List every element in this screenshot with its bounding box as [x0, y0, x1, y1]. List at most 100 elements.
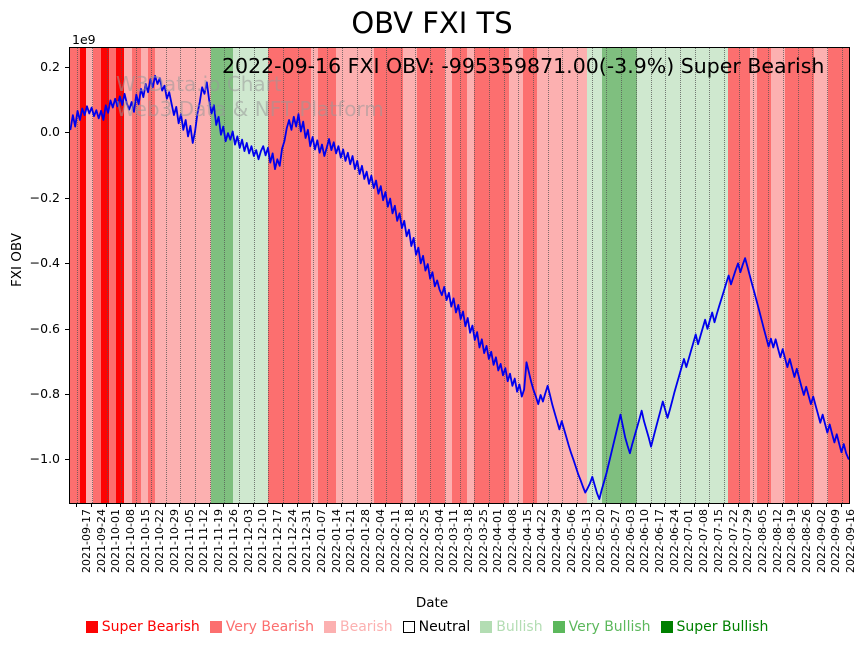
legend-label: Bearish — [339, 619, 393, 635]
x-tick-label: 2021-12-03 — [241, 509, 255, 573]
legend-item[interactable]: Very Bearish — [209, 619, 314, 635]
legend-swatch-icon — [402, 621, 415, 633]
x-tick-mark — [414, 503, 416, 507]
x-tick-mark — [238, 503, 240, 507]
legend-item[interactable]: Neutral — [402, 619, 470, 635]
x-tick-mark — [796, 503, 798, 507]
x-tick-mark — [252, 503, 254, 507]
x-tick-label: 2021-10-15 — [138, 509, 152, 573]
x-tick-mark — [399, 503, 401, 507]
x-tick-mark — [120, 503, 122, 507]
y-tick-label: −0.8 — [29, 385, 60, 401]
x-tick-label: 2022-04-29 — [550, 509, 564, 573]
x-tick-mark — [737, 503, 739, 507]
y-axis-offset-text: 1e9 — [72, 32, 96, 47]
x-tick-label: 2022-02-11 — [388, 509, 402, 573]
legend: Super Bearish Very Bearish Bearish Neutral B… — [0, 619, 864, 635]
x-tick-mark — [546, 503, 548, 507]
x-tick-label: 2021-11-12 — [197, 509, 211, 573]
sentiment-band — [101, 48, 109, 503]
x-tick-label: 2021-11-26 — [226, 509, 240, 573]
sentiment-band — [218, 48, 233, 503]
sentiment-band — [310, 48, 318, 503]
x-tick-mark — [179, 503, 181, 507]
x-tick-label: 2022-03-18 — [462, 509, 475, 573]
x-axis-label: Date — [415, 595, 449, 611]
x-tick-label: 2021-12-24 — [285, 509, 299, 573]
sentiment-band — [572, 48, 588, 503]
legend-item[interactable]: Bullish — [480, 619, 543, 635]
legend-item[interactable]: Bearish — [323, 619, 393, 635]
x-tick-mark — [473, 503, 475, 507]
sentiment-band — [232, 48, 268, 503]
x-tick-label: 2021-10-29 — [168, 509, 182, 573]
x-tick-label: 2021-11-19 — [212, 509, 226, 573]
x-tick-label: 2021-10-08 — [123, 509, 137, 573]
page-title: OBV FXI TS — [351, 6, 513, 40]
legend-item[interactable]: Very Bullish — [552, 619, 651, 635]
y-tick-label: −1.0 — [29, 451, 60, 467]
x-tick-label: 2022-07-29 — [741, 509, 755, 573]
x-tick-mark — [443, 503, 445, 507]
x-tick-label: 2022-02-25 — [417, 509, 431, 573]
x-tick-mark — [811, 503, 813, 507]
x-tick-label: 2022-09-16 — [844, 509, 858, 573]
x-tick-label: 2022-07-08 — [697, 509, 711, 573]
x-tick-mark — [193, 503, 195, 507]
x-tick-mark — [105, 503, 107, 507]
x-tick-label: 2022-05-27 — [608, 509, 622, 573]
x-tick-label: 2022-03-04 — [432, 509, 446, 573]
x-tick-mark — [752, 503, 754, 507]
legend-swatch-icon — [323, 621, 336, 633]
legend-label: Very Bullish — [568, 619, 651, 635]
x-tick-label: 2022-09-02 — [814, 509, 828, 573]
x-tick-label: 2021-10-01 — [109, 509, 123, 573]
legend-label: Very Bearish — [225, 619, 314, 635]
sentiment-band — [665, 48, 729, 503]
legend-item[interactable]: Super Bullish — [660, 619, 768, 635]
x-tick-mark — [76, 503, 78, 507]
sentiment-band — [785, 48, 814, 503]
sentiment-band — [349, 48, 374, 503]
obv-line-series — [70, 74, 849, 500]
x-tick-mark — [781, 503, 783, 507]
x-tick-mark — [164, 503, 166, 507]
sentiment-band — [473, 48, 510, 503]
x-tick-label: 2022-01-28 — [359, 509, 373, 573]
x-tick-mark — [590, 503, 592, 507]
x-tick-label: 2022-08-05 — [755, 509, 769, 573]
sentiment-band — [587, 48, 603, 503]
x-tick-label: 2021-12-17 — [270, 509, 284, 573]
x-tick-label: 2022-04-15 — [520, 509, 534, 573]
sentiment-band — [92, 48, 101, 503]
x-tick-label: 2022-05-13 — [579, 509, 593, 573]
x-tick-mark — [149, 503, 151, 507]
x-tick-label: 2022-05-20 — [594, 509, 608, 573]
x-tick-mark — [370, 503, 372, 507]
x-tick-label: 2022-04-01 — [491, 509, 505, 573]
legend-item[interactable]: Super Bearish — [85, 619, 200, 635]
x-tick-label: 2022-08-26 — [800, 509, 814, 573]
x-tick-label: 2022-09-09 — [829, 509, 843, 573]
sentiment-band — [813, 48, 828, 503]
sentiment-band — [108, 48, 116, 503]
x-tick-mark — [693, 503, 695, 507]
sentiment-band — [123, 48, 132, 503]
x-tick-label: 2021-10-22 — [153, 509, 167, 573]
x-tick-label: 2022-01-07 — [315, 509, 329, 573]
sentiment-band — [466, 48, 474, 503]
y-axis-label: FXI OBV — [9, 233, 25, 287]
x-tick-mark — [458, 503, 460, 507]
x-tick-label: 2021-11-05 — [182, 509, 196, 573]
x-tick-label: 2022-06-24 — [667, 509, 681, 573]
x-tick-mark — [355, 503, 357, 507]
x-tick-mark — [767, 503, 769, 507]
x-tick-mark — [502, 503, 504, 507]
sentiment-band — [317, 48, 336, 503]
sentiment-band — [452, 48, 467, 503]
x-tick-label: 2022-04-08 — [506, 509, 520, 573]
x-tick-mark — [135, 503, 137, 507]
legend-swatch-icon — [660, 621, 673, 633]
x-tick-mark — [620, 503, 622, 507]
x-tick-label: 2022-07-22 — [726, 509, 740, 573]
